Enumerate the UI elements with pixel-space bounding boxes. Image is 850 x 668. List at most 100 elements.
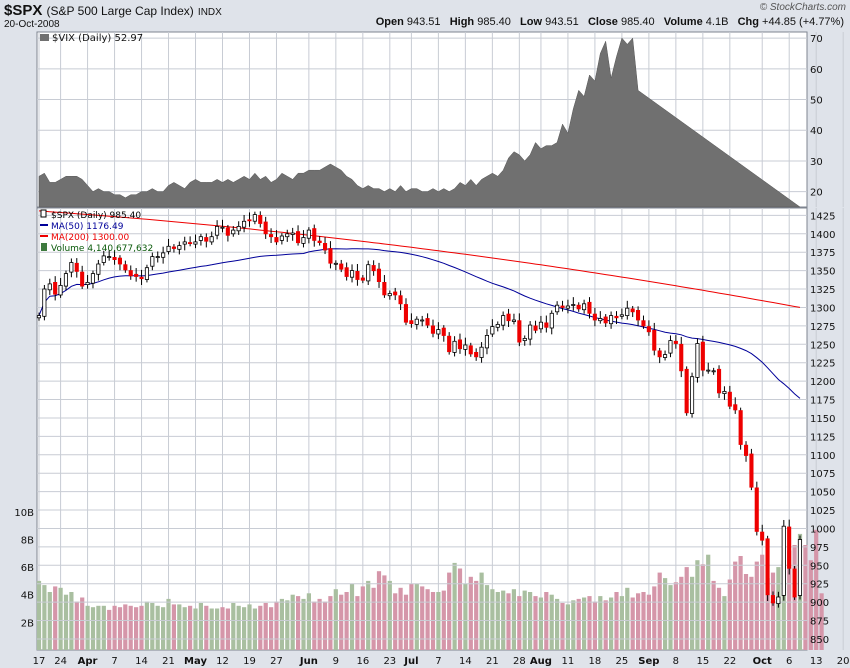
candle-body: [403, 304, 408, 323]
candle-body: [236, 225, 241, 232]
volume-bar: [695, 560, 700, 650]
x-tick-label: 7: [435, 656, 441, 667]
candle-body: [717, 368, 722, 394]
vix-tick-label: 70: [810, 34, 823, 45]
candle-body: [695, 343, 700, 378]
volume-value: 4.1B: [705, 16, 729, 28]
candle-body: [328, 248, 333, 264]
volume-bar: [182, 607, 187, 650]
volume-bar: [339, 594, 344, 650]
high-value: 985.40: [477, 16, 511, 28]
x-tick-label: Apr: [78, 656, 98, 667]
volume-tick-label: 10B: [14, 508, 34, 519]
volume-bar: [819, 593, 824, 650]
candle-body: [468, 345, 473, 355]
candle-body: [463, 344, 468, 350]
volume-bar: [63, 594, 69, 650]
candle-body: [673, 340, 678, 344]
x-tick-label: Sep: [638, 656, 659, 667]
price-tick-label: 1250: [810, 340, 835, 351]
volume-legend-label: Volume 4,140,677,632: [51, 244, 153, 254]
volume-bar: [193, 608, 198, 650]
volume-bar: [322, 601, 328, 650]
volume-bar: [263, 603, 268, 650]
volume-bar: [101, 605, 106, 650]
candle-body: [182, 241, 187, 245]
volume-bar: [409, 583, 414, 650]
volume-bar: [166, 598, 171, 650]
candle-body: [787, 526, 792, 569]
candle-body: [533, 325, 538, 331]
volume-bar: [738, 556, 743, 650]
price-tick-label: 1400: [810, 230, 835, 241]
price-tick-label: 1300: [810, 303, 835, 314]
candle-body: [333, 262, 338, 265]
volume-bar: [673, 582, 678, 650]
close-label: Close: [587, 16, 618, 28]
price-tick-label: 1425: [810, 211, 835, 222]
candle-body: [290, 232, 295, 235]
candle-body: [360, 277, 365, 281]
volume-bar: [463, 583, 468, 650]
candle-body: [69, 262, 74, 273]
volume-bar: [711, 580, 716, 650]
volume-bar: [252, 608, 257, 650]
volume-bar: [279, 598, 284, 650]
volume-bar: [479, 572, 484, 650]
candle-body: [511, 319, 516, 322]
volume-bar: [398, 587, 403, 650]
candle-body: [355, 270, 360, 280]
x-tick-label: 8: [673, 656, 679, 667]
ma200-line: [38, 210, 801, 308]
x-tick-label: Jun: [299, 656, 318, 667]
x-tick-label: 19: [243, 656, 256, 667]
candle-body: [744, 444, 749, 456]
candle-body: [155, 256, 160, 259]
candle-body: [252, 214, 257, 222]
candle-body: [241, 220, 247, 228]
volume-bar: [258, 605, 263, 650]
x-tick-label: 12: [216, 656, 229, 667]
volume-bar: [85, 605, 90, 650]
volume-bar: [328, 596, 333, 650]
volume-bar: [74, 601, 79, 650]
volume-bar: [215, 608, 220, 650]
volume-bar: [560, 603, 565, 650]
candle-body: [484, 334, 489, 349]
candle-body: [376, 268, 381, 283]
price-tick-label: 1075: [810, 469, 835, 480]
volume-bar: [749, 576, 754, 650]
candle-body: [285, 233, 290, 238]
volume-bar: [690, 576, 695, 650]
candle-body: [690, 376, 695, 414]
volume-bar: [96, 605, 101, 650]
price-legend-label: $SPX (Daily) 985.40: [51, 211, 141, 221]
chart-title: $SPX (S&P 500 Large Cap Index) INDX: [4, 2, 222, 19]
volume-bar: [112, 605, 117, 650]
x-tick-label: Jul: [403, 656, 418, 667]
volume-bar: [652, 586, 657, 650]
x-tick-label: 28: [513, 656, 526, 667]
volume-bar: [36, 580, 42, 650]
candle-body: [565, 305, 570, 309]
candle-body: [641, 320, 646, 327]
candle-body: [538, 321, 543, 330]
candle-body: [214, 225, 220, 236]
candle-body: [457, 339, 462, 350]
volume-bar: [603, 600, 608, 650]
x-tick-label: 22: [723, 656, 736, 667]
candle-body: [765, 538, 770, 596]
volume-tick-label: 2B: [21, 618, 34, 629]
candle-body: [177, 245, 182, 250]
ma50-line: [38, 248, 801, 399]
candle-body: [414, 318, 419, 325]
volume-bar: [533, 596, 538, 650]
candle-body: [668, 340, 673, 354]
candle-body: [614, 315, 619, 319]
volume-bar: [139, 605, 144, 650]
candle-body: [425, 318, 430, 326]
volume-bar: [425, 589, 430, 650]
volume-bar: [582, 597, 587, 650]
price-tick-label: 1350: [810, 267, 835, 278]
